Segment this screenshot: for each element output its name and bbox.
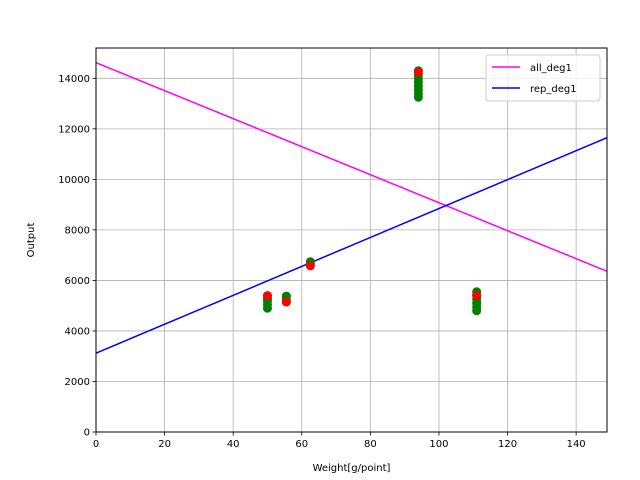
scatter-point-red bbox=[472, 291, 482, 301]
grid bbox=[95, 48, 607, 433]
line-all_deg1 bbox=[95, 61, 608, 273]
x-tick-label: 60 bbox=[295, 439, 308, 450]
y-tick-label: 2000 bbox=[65, 377, 90, 388]
y-tick-label: 12000 bbox=[58, 124, 90, 135]
y-tick-label: 10000 bbox=[58, 175, 90, 186]
y-axis-ticks: 0 2000 4000 6000 8000 10000 12000 14000 bbox=[58, 74, 96, 439]
legend-label: all_deg1 bbox=[530, 63, 572, 74]
x-axis-ticks: 0 20 40 60 80 100 120 140 bbox=[93, 432, 586, 450]
regression-lines bbox=[95, 61, 608, 354]
scatter-point-red bbox=[262, 291, 272, 301]
x-tick-label: 80 bbox=[364, 439, 377, 450]
x-tick-label: 120 bbox=[498, 439, 517, 450]
x-tick-label: 0 bbox=[93, 439, 99, 450]
scatter-point-red bbox=[305, 261, 315, 271]
legend-label: rep_deg1 bbox=[530, 84, 577, 95]
y-tick-label: 4000 bbox=[65, 326, 90, 337]
legend: all_deg1 rep_deg1 bbox=[485, 54, 601, 102]
plot-frame bbox=[95, 47, 608, 433]
y-tick-label: 0 bbox=[84, 428, 90, 439]
x-axis-label: Weight[g/point] bbox=[313, 463, 391, 474]
line-rep_deg1 bbox=[95, 136, 608, 354]
y-tick-label: 6000 bbox=[65, 276, 90, 287]
x-tick-label: 140 bbox=[567, 439, 586, 450]
scatter-points bbox=[262, 66, 482, 316]
y-tick-label: 14000 bbox=[58, 74, 90, 85]
y-tick-label: 8000 bbox=[65, 225, 90, 236]
scatter-point-red bbox=[413, 67, 423, 77]
y-axis-label: Output bbox=[26, 223, 37, 258]
x-tick-label: 40 bbox=[227, 439, 240, 450]
scatter-point-red bbox=[281, 297, 291, 307]
x-tick-label: 20 bbox=[158, 439, 171, 450]
x-tick-label: 100 bbox=[429, 439, 448, 450]
